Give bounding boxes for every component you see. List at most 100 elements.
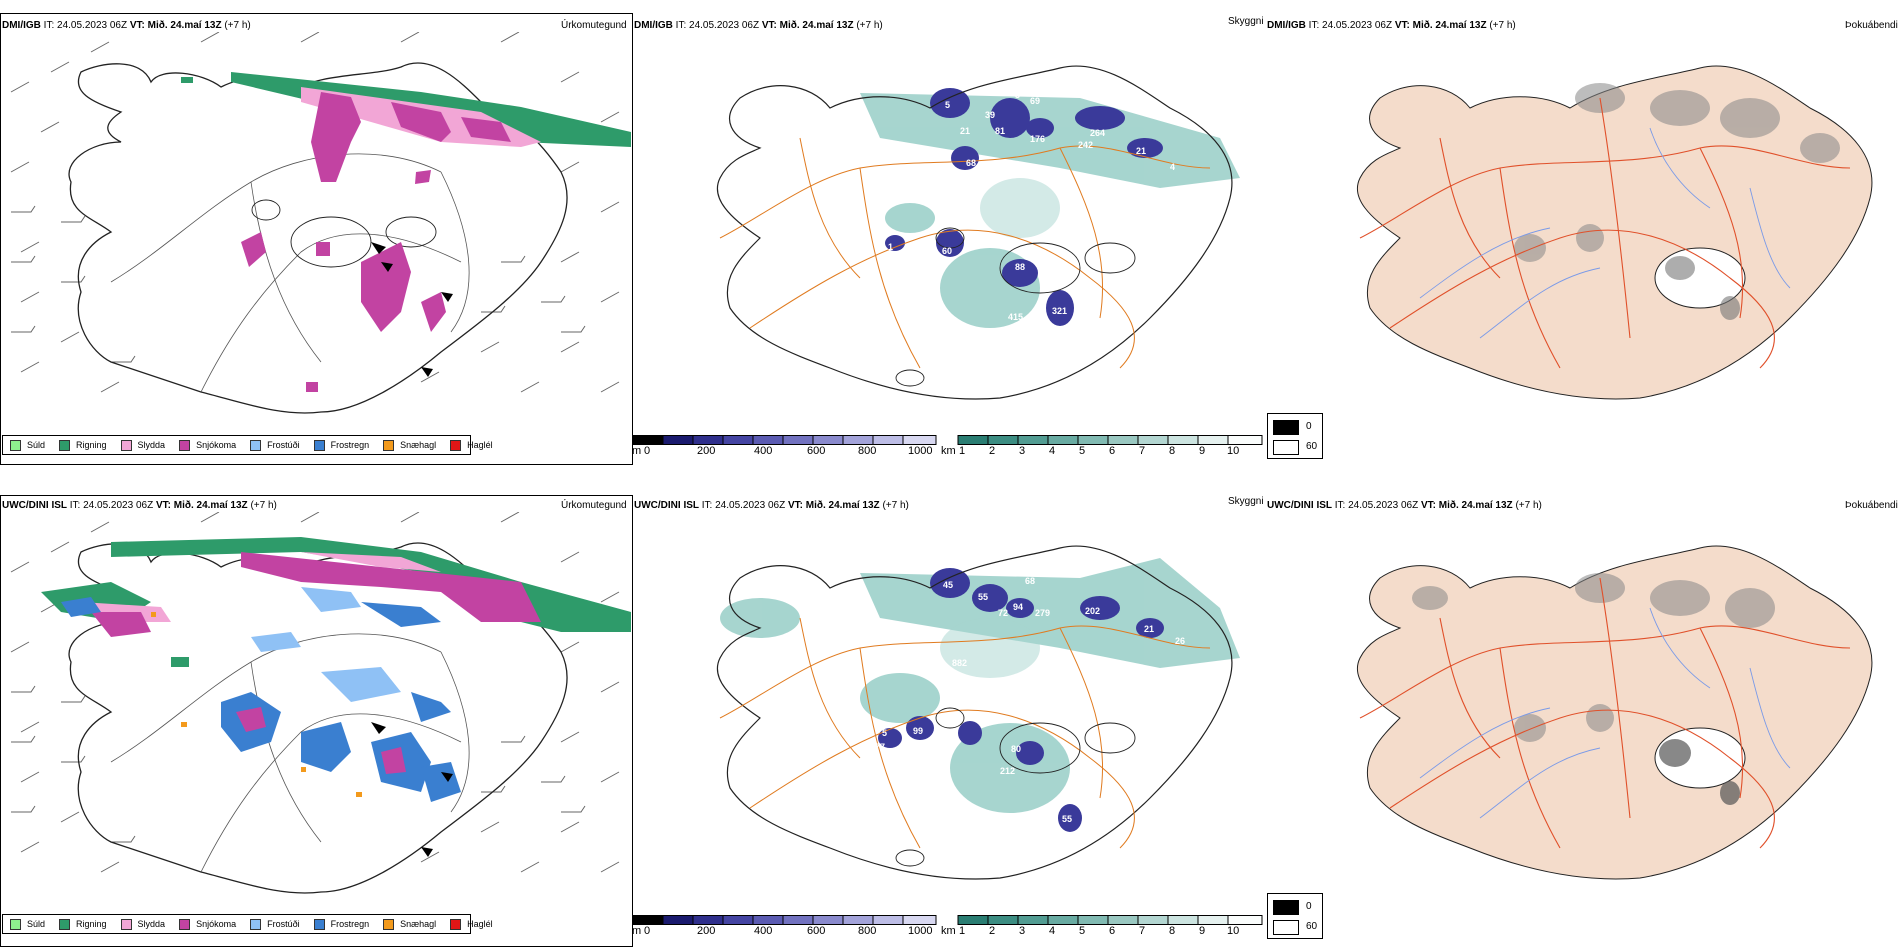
tick: 7 (1139, 445, 1146, 457)
tick: 9 (1199, 445, 1206, 457)
vt-value: Mið. 24.maí 13Z (779, 20, 854, 31)
precip-legend-top: Súld Rigning Slydda Snjókoma Frostúði Fr… (2, 435, 493, 455)
fog-key-white (1273, 440, 1299, 455)
tick: 600 (807, 925, 826, 937)
vt-value: Mið. 24.maí 13Z (1412, 20, 1487, 31)
visibility-scale (957, 915, 1263, 925)
coastline (68, 62, 568, 414)
lead-time: (+7 h) (882, 500, 909, 511)
legend-label: Frostregn (330, 919, 370, 929)
it-label: IT: (675, 20, 687, 31)
legend-item: Haglél (450, 439, 493, 451)
fog-patches (1412, 573, 1775, 742)
legend-item: Frostúði (250, 918, 300, 930)
visibility-colorbar-top: km 1 2 3 4 5 6 7 8 9 10 (941, 435, 1264, 465)
vt-value: Mið. 24.maí 13Z (147, 20, 222, 31)
vt-label: VT: (787, 500, 803, 511)
tick: 200 (697, 925, 716, 937)
front-markers (371, 242, 453, 377)
legend-label: Rigning (76, 919, 107, 929)
legend-label: Frostúði (267, 440, 300, 450)
legend-item: Rigning (59, 918, 107, 930)
rivers (1419, 607, 1791, 819)
snjokoma-swatch (179, 918, 191, 930)
coastline (68, 542, 568, 894)
legend-item: Slydda (120, 439, 165, 451)
cloud-map-top: 5 39 81 21 3 69 176 264 242 68 21 60 88 … (716, 65, 1240, 400)
cloud-label: 39 (985, 110, 995, 120)
cloud-header-bottom: UWC/DINI ISL IT: 24.05.2023 06Z VT: Mið.… (634, 500, 909, 511)
cloud-label: 242 (1078, 140, 1093, 150)
glaciers (895, 707, 1136, 867)
precip-map-bottom (10, 512, 631, 894)
vt-value: Mið. 24.maí 13Z (173, 500, 248, 511)
cloud-label: 4 (1170, 162, 1175, 172)
tick: 5 (1079, 445, 1086, 457)
cloud-label: 21 (960, 126, 970, 136)
cloud-label: 21 (1144, 624, 1154, 634)
cloud-label: 5 (882, 728, 887, 738)
haglel-swatch (450, 439, 462, 451)
cloud-label: 212 (1000, 766, 1015, 776)
tick: 800 (858, 445, 877, 457)
tick: 4 (1049, 445, 1056, 457)
legend-label: Snjókoma (196, 440, 237, 450)
cloud-label: 177 (870, 742, 885, 752)
vt-value: Mið. 24.maí 13Z (1438, 500, 1513, 511)
coastline (716, 545, 1233, 880)
legend-item: Haglél (450, 918, 493, 930)
fog-key-label: 0 (1306, 901, 1312, 912)
cloud-label: 66 (940, 732, 950, 742)
cloud-label: 279 (1035, 608, 1050, 618)
suld-swatch (10, 918, 21, 930)
snjokoma-swatch (179, 439, 191, 451)
slydda-swatch (120, 439, 132, 451)
cloud-label: 72 (998, 608, 1008, 618)
coastline (716, 65, 1233, 400)
snow-areas (91, 552, 541, 637)
legend-label: Frostregn (330, 440, 370, 450)
tick: 400 (754, 925, 773, 937)
cloud-label: 415 (1008, 312, 1023, 322)
cloud-label: 3 (1015, 90, 1020, 100)
lead-time: (+7 h) (856, 20, 883, 31)
vt-label: VT: (761, 20, 777, 31)
fog-map-bottom (1356, 545, 1873, 880)
tick: 0 (644, 445, 651, 457)
roads (719, 137, 1211, 369)
precip-title-top: Úrkomutegund (561, 20, 627, 31)
cloud-label: 80 (1011, 744, 1021, 754)
lead-time: (+7 h) (1515, 500, 1542, 511)
land (1356, 545, 1873, 880)
fog-key-label: 60 (1306, 921, 1318, 932)
model-name: UWC/DINI ISL (634, 500, 699, 511)
glaciers (251, 199, 437, 268)
cloud-label: 60 (942, 246, 952, 256)
it-value: 24.05.2023 06Z (689, 20, 760, 31)
tick: 2 (989, 445, 996, 457)
legend-item: Snæhagl (383, 439, 436, 451)
unit-label: km (941, 925, 956, 937)
it-label: IT: (1308, 20, 1320, 31)
legend-label: Haglél (467, 440, 493, 450)
precip-header-top: DMI/IGB IT: 24.05.2023 06Z VT: Mið. 24.m… (2, 20, 251, 31)
legend-item: Rigning (59, 439, 107, 451)
snow-areas (241, 92, 511, 392)
legend-item: Súld (10, 439, 45, 451)
tick: 200 (697, 445, 716, 457)
snaehagl-swatch (383, 918, 395, 930)
visibility-scale (957, 435, 1263, 445)
roads (1359, 577, 1851, 849)
glacier-fog (1659, 739, 1740, 805)
precip-panel-bottom (0, 495, 633, 947)
tick: 10 (1227, 925, 1240, 937)
fog-header-bottom: UWC/DINI ISL IT: 24.05.2023 06Z VT: Mið.… (1267, 500, 1542, 511)
rigning-swatch (59, 918, 71, 930)
fog-key-top: 0 60 (1267, 413, 1323, 459)
model-name: UWC/DINI ISL (1267, 500, 1332, 511)
mixed-snow-areas (236, 707, 406, 774)
model-name: DMI/IGB (1267, 20, 1306, 31)
tick: 10 (1227, 445, 1240, 457)
fog-key-black (1273, 900, 1299, 915)
precip-title-bottom: Úrkomutegund (561, 500, 627, 511)
